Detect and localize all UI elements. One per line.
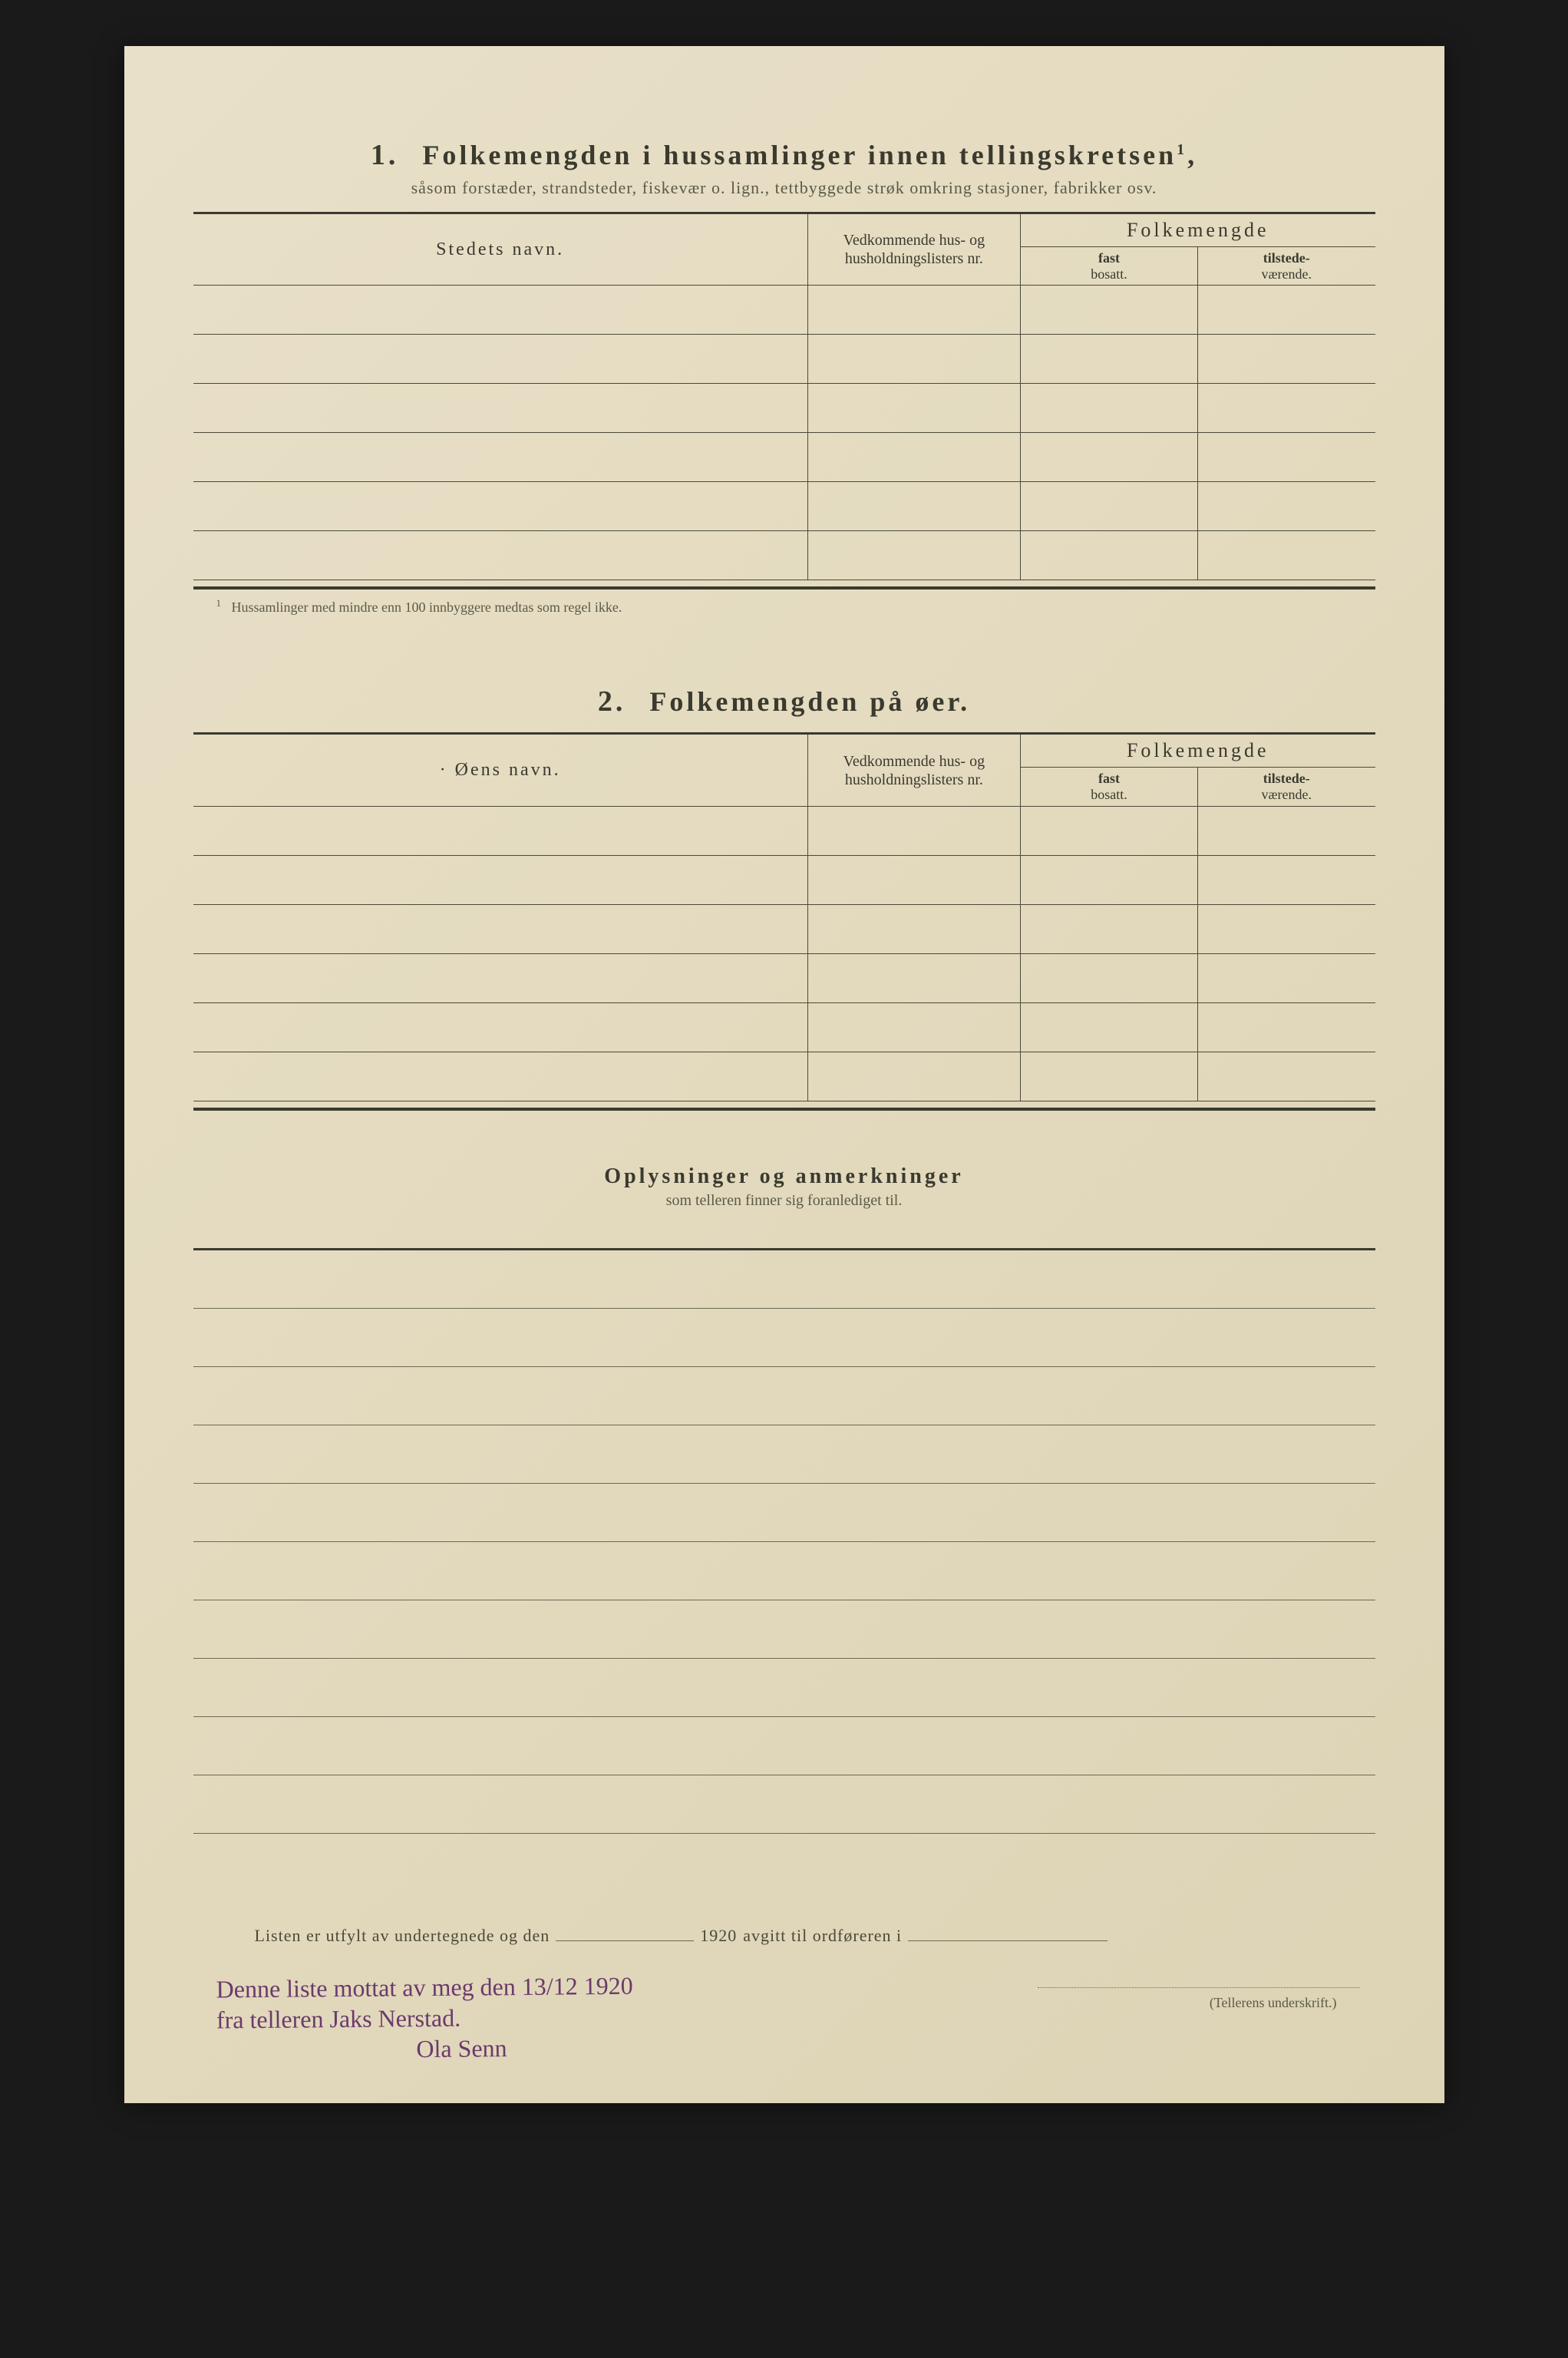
census-form-page: 1. Folkemengden i hussamlinger innen tel…: [124, 46, 1444, 2103]
section-1-title: Folkemengden i hussamlinger innen tellin…: [422, 140, 1177, 170]
col-header-nr: Vedkommende hus- og husholdningslisters …: [807, 213, 1020, 286]
table-row: [193, 433, 1375, 482]
bottom-blank-1: [556, 1927, 694, 1941]
bottom-fill-line: Listen er utfylt av undertegnede og den …: [193, 1926, 1375, 1946]
col-header-group: Folkemengde: [1020, 213, 1375, 247]
notes-title: Oplysninger og anmerkninger: [193, 1164, 1375, 1189]
signature-line: [1038, 1987, 1360, 1988]
section-2: 2. Folkemengden på øer. · Øens navn. Ved…: [193, 685, 1375, 1110]
note-line: [193, 1659, 1375, 1717]
note-line: [193, 1425, 1375, 1484]
handwritten-note: Denne liste mottat av meg den 13/12 1920…: [193, 1963, 1375, 2066]
col2-header-name: · Øens navn.: [193, 734, 808, 806]
table-row: [193, 1002, 1375, 1052]
section-1-heading: 1. Folkemengden i hussamlinger innen tel…: [193, 138, 1375, 172]
section-2-heading: 2. Folkemengden på øer.: [193, 685, 1375, 718]
section-2-table: · Øens navn. Vedkommende hus- og hushold…: [193, 732, 1375, 1101]
section-1-table: Stedets navn. Vedkommende hus- og hushol…: [193, 212, 1375, 580]
notes-lines: [193, 1248, 1375, 1834]
section-2-number: 2.: [598, 685, 626, 718]
fast2-top: fast: [1098, 771, 1120, 786]
note-line: [193, 1600, 1375, 1659]
table-row: [193, 384, 1375, 433]
table-row: [193, 953, 1375, 1002]
col2-header-til: tilstede- værende.: [1197, 768, 1375, 806]
note-line: [193, 1309, 1375, 1367]
table-row: [193, 806, 1375, 855]
note-line: [193, 1775, 1375, 1834]
bottom-prefix: Listen er utfylt av undertegnede og den: [255, 1926, 550, 1946]
table-row: [193, 904, 1375, 953]
note-line: [193, 1250, 1375, 1309]
bottom-suffix: avgitt til ordføreren i: [743, 1926, 902, 1946]
section-1-subtitle: såsom forstæder, strandsteder, fiskevær …: [193, 178, 1375, 198]
table-row: [193, 531, 1375, 580]
section-1-number: 1.: [371, 139, 399, 171]
col2-header-group: Folkemengde: [1020, 734, 1375, 768]
col-header-til: tilstede- værende.: [1197, 247, 1375, 286]
footnote-sup: 1: [216, 597, 222, 609]
note-line: [193, 1717, 1375, 1775]
section-1-title-sup: 1: [1177, 141, 1187, 158]
notes-subtitle: som telleren finner sig foranlediget til…: [193, 1192, 1375, 1210]
note-line: [193, 1484, 1375, 1542]
signature-label: (Tellerens underskrift.): [1210, 1995, 1337, 2011]
bottom-year: 1920: [700, 1926, 737, 1946]
note-line: [193, 1367, 1375, 1425]
til-top: tilstede-: [1263, 250, 1310, 266]
section-1: 1. Folkemengden i hussamlinger innen tel…: [193, 138, 1375, 616]
section-2-bottom-rule: [193, 1108, 1375, 1111]
table-row: [193, 286, 1375, 335]
table-row: [193, 482, 1375, 531]
col2-name-text: Øens navn.: [455, 760, 561, 780]
section-2-title: Folkemengden på øer.: [649, 686, 970, 717]
col2-header-fast: fast bosatt.: [1020, 768, 1197, 806]
col2-header-nr: Vedkommende hus- og husholdningslisters …: [807, 734, 1020, 806]
section-3: Oplysninger og anmerkninger som telleren…: [193, 1164, 1375, 1834]
note-line: [193, 1542, 1375, 1600]
til2-bottom: værende.: [1262, 787, 1312, 802]
fast-top: fast: [1098, 250, 1120, 266]
bottom-blank-2: [908, 1927, 1108, 1941]
table-row: [193, 855, 1375, 904]
section-1-bottom-rule: [193, 586, 1375, 590]
col-header-fast: fast bosatt.: [1020, 247, 1197, 286]
table-row: [193, 335, 1375, 384]
til2-top: tilstede-: [1263, 771, 1310, 786]
col-header-name: Stedets navn.: [193, 213, 808, 286]
table-row: [193, 1052, 1375, 1101]
section-2-tbody: [193, 806, 1375, 1101]
fast2-bottom: bosatt.: [1091, 787, 1127, 802]
footnote-text: Hussamlinger med mindre enn 100 innbygge…: [232, 599, 622, 615]
section-1-footnote: 1 Hussamlinger med mindre enn 100 innbyg…: [193, 597, 1375, 616]
fast-bottom: bosatt.: [1091, 266, 1127, 282]
til-bottom: værende.: [1262, 266, 1312, 282]
section-1-tbody: [193, 286, 1375, 580]
